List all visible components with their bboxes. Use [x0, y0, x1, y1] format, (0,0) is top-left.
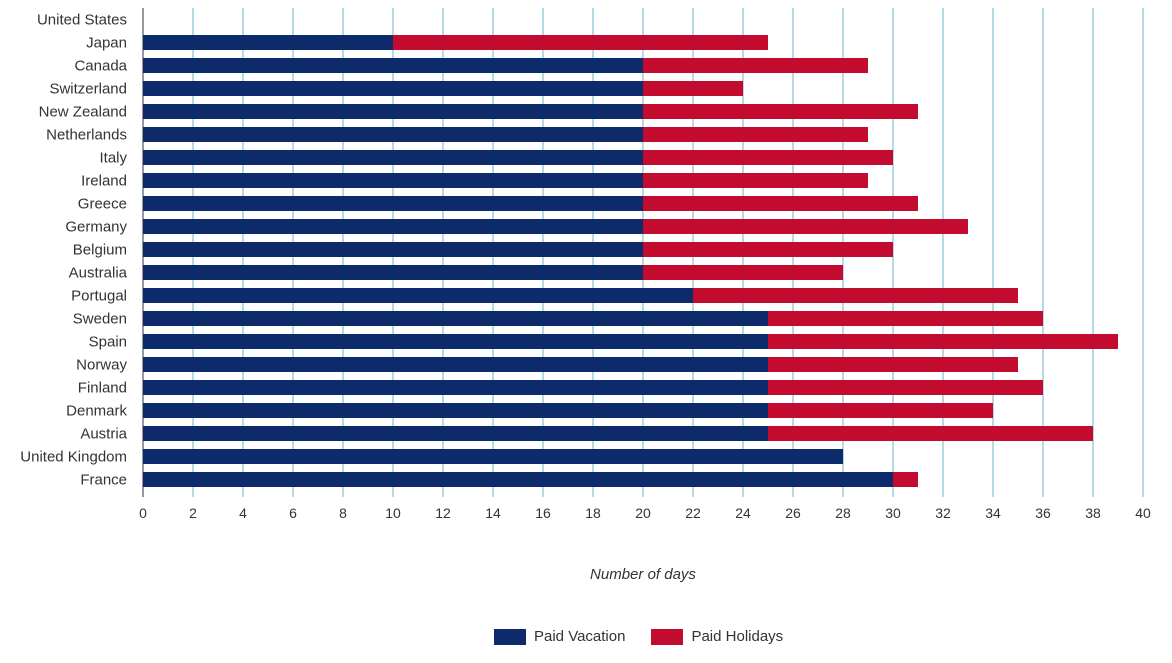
bar-paid-vacation[interactable]: [143, 449, 843, 464]
x-tick-label: 30: [885, 505, 901, 521]
bar-paid-holidays[interactable]: [643, 104, 918, 119]
legend: Paid Vacation Paid Holidays: [494, 628, 809, 645]
category-label: Switzerland: [49, 81, 127, 98]
x-tick-label: 12: [435, 505, 451, 521]
category-label: Ireland: [81, 173, 127, 190]
bar-paid-holidays[interactable]: [768, 357, 1018, 372]
bar-paid-holidays[interactable]: [643, 242, 893, 257]
legend-item-paid-holidays[interactable]: Paid Holidays: [651, 628, 783, 645]
legend-label-paid-holidays: Paid Holidays: [691, 628, 784, 645]
x-tick-label: 16: [535, 505, 551, 521]
legend-item-paid-vacation[interactable]: Paid Vacation: [494, 628, 625, 645]
category-label: Austria: [80, 426, 127, 443]
x-tick-label: 26: [785, 505, 801, 521]
bar-paid-vacation[interactable]: [143, 426, 768, 441]
category-label: Belgium: [73, 242, 127, 259]
bar-paid-vacation[interactable]: [143, 58, 643, 73]
x-tick-label: 36: [1035, 505, 1051, 521]
bar-paid-vacation[interactable]: [143, 196, 643, 211]
x-tick-label: 22: [685, 505, 701, 521]
category-label: Italy: [99, 150, 127, 167]
x-tick-label: 6: [289, 505, 297, 521]
category-label: Greece: [78, 196, 127, 213]
bar-paid-vacation[interactable]: [143, 265, 643, 280]
bar-paid-holidays[interactable]: [643, 58, 868, 73]
category-label: Germany: [65, 219, 127, 236]
bar-paid-vacation[interactable]: [143, 81, 643, 96]
category-label: Finland: [78, 380, 127, 397]
category-label: New Zealand: [39, 104, 127, 121]
bar-paid-holidays[interactable]: [768, 311, 1043, 326]
x-tick-label: 10: [385, 505, 401, 521]
bar-paid-vacation[interactable]: [143, 311, 768, 326]
bar-paid-holidays[interactable]: [768, 380, 1043, 395]
x-tick-labels: 0 2 4 6 8 10 12 14 16 18 20 22 24 26 28 30 32 34 36 38 40: [139, 505, 1151, 521]
x-tick-label: 2: [189, 505, 197, 521]
bar-paid-vacation[interactable]: [143, 288, 693, 303]
bar-paid-holidays[interactable]: [643, 265, 843, 280]
category-label: Australia: [69, 265, 128, 282]
legend-swatch-paid-vacation: [494, 628, 526, 645]
x-tick-label: 34: [985, 505, 1001, 521]
bar-paid-vacation[interactable]: [143, 219, 643, 234]
x-axis-title: Number of days: [590, 566, 696, 583]
bar-paid-vacation[interactable]: [143, 104, 643, 119]
bar-paid-holidays[interactable]: [393, 35, 768, 50]
category-label: United Kingdom: [20, 449, 127, 466]
bar-paid-vacation[interactable]: [143, 357, 768, 372]
legend-label-paid-vacation: Paid Vacation: [534, 628, 626, 645]
bar-paid-holidays[interactable]: [643, 150, 893, 165]
bar-paid-holidays[interactable]: [643, 196, 918, 211]
bar-paid-vacation[interactable]: [143, 35, 393, 50]
category-label: Portugal: [71, 288, 127, 305]
bar-paid-holidays[interactable]: [643, 81, 743, 96]
category-labels: United States Japan Canada Switzerland New Z…: [20, 12, 127, 489]
bar-paid-holidays[interactable]: [768, 403, 993, 418]
legend-swatch-paid-holidays: [651, 628, 684, 645]
bars: [143, 35, 1118, 487]
x-tick-label: 32: [935, 505, 951, 521]
bar-paid-vacation[interactable]: [143, 472, 893, 487]
category-label: Japan: [86, 35, 127, 52]
category-label: Canada: [74, 58, 127, 75]
x-tick-label: 20: [635, 505, 651, 521]
bar-paid-vacation[interactable]: [143, 127, 643, 142]
bar-paid-holidays[interactable]: [643, 219, 968, 234]
bar-paid-holidays[interactable]: [893, 472, 918, 487]
bar-paid-holidays[interactable]: [768, 334, 1118, 349]
bar-paid-vacation[interactable]: [143, 380, 768, 395]
x-tick-label: 28: [835, 505, 851, 521]
category-label: France: [80, 472, 127, 489]
x-tick-label: 0: [139, 505, 147, 521]
x-tick-label: 4: [239, 505, 247, 521]
bar-paid-holidays[interactable]: [693, 288, 1018, 303]
bar-paid-vacation[interactable]: [143, 173, 643, 188]
x-tick-label: 24: [735, 505, 751, 521]
x-tick-label: 38: [1085, 505, 1101, 521]
bar-paid-vacation[interactable]: [143, 334, 768, 349]
category-label: Spain: [89, 334, 127, 351]
x-tick-label: 14: [485, 505, 501, 521]
bar-paid-vacation[interactable]: [143, 150, 643, 165]
bar-paid-holidays[interactable]: [643, 173, 868, 188]
category-label: United States: [37, 12, 127, 29]
category-label: Netherlands: [46, 127, 127, 144]
bar-paid-vacation[interactable]: [143, 242, 643, 257]
category-label: Norway: [76, 357, 127, 374]
x-tick-label: 40: [1135, 505, 1151, 521]
x-tick-label: 18: [585, 505, 601, 521]
category-label: Denmark: [66, 403, 127, 420]
bar-paid-holidays[interactable]: [768, 426, 1093, 441]
x-tick-label: 8: [339, 505, 347, 521]
bar-paid-vacation[interactable]: [143, 403, 768, 418]
bar-paid-holidays[interactable]: [643, 127, 868, 142]
category-label: Sweden: [73, 311, 127, 328]
